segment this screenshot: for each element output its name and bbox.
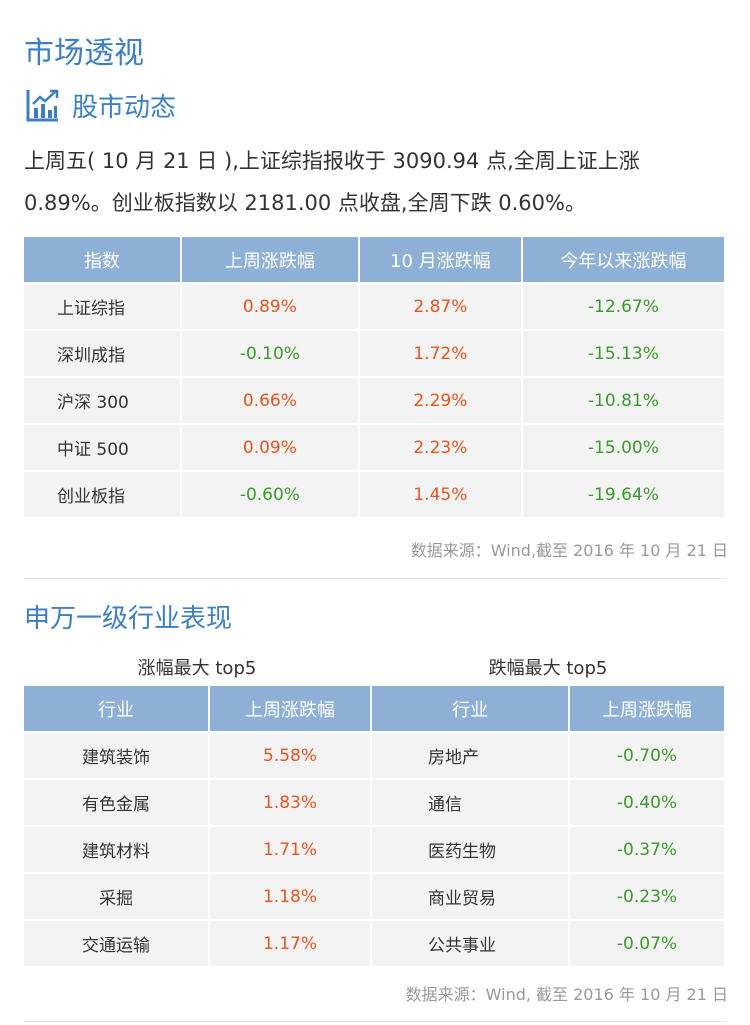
data-source-note: 数据来源：Wind,截至 2016 年 10 月 21 日 [410,541,728,560]
row-label: 公共事业 [372,921,568,966]
top-losers-header: 行业 上周涨跌幅 [372,686,724,731]
top-losers-table: 行业 上周涨跌幅 房地产 -0.70% 通信 -0.40% 医药生物 -0.37% 商业贸易 -… [370,684,726,968]
change-value: -0.70% [570,733,724,778]
industry-row: 商业贸易 -0.23% [372,874,724,919]
top-losers-body: 房地产 -0.70% 通信 -0.40% 医药生物 -0.37% 商业贸易 -0.23% 公共事… [372,733,724,966]
column-header: 行业 [24,686,208,731]
change-value: 2.23% [359,425,521,470]
row-label: 采掘 [24,874,208,919]
row-label: 建筑材料 [24,827,208,872]
row-label: 上证综指 [24,284,180,329]
change-value: 0.66% [181,378,358,423]
change-value: -0.23% [570,874,724,919]
change-value: -12.67% [522,284,724,329]
top-losers-caption: 跌幅最大 top5 [488,658,608,679]
change-value: -0.07% [570,921,724,966]
bar-chart-trend-icon [26,89,59,122]
industry-row: 建筑材料 1.71% [24,827,370,872]
column-header: 10 月涨跌幅 [359,237,521,282]
industry-row: 建筑装饰 5.58% [24,733,370,778]
change-value: 1.17% [210,921,370,966]
divider [24,1021,726,1022]
index-row: 中证 500 0.09% 2.23% -15.00% [24,425,724,470]
change-value: 0.09% [181,425,358,470]
industry-row: 交通运输 1.17% [24,921,370,966]
change-value: -0.60% [181,472,358,517]
index-row: 深圳成指 -0.10% 1.72% -15.13% [24,331,724,376]
column-header: 上周涨跌幅 [181,237,358,282]
market-summary: 上周五( 10 月 21 日 ),上证综指报收于 3090.94 点,全周上证上… [24,149,640,215]
change-value: -15.00% [522,425,724,470]
change-value: 1.18% [210,874,370,919]
industry-row: 房地产 -0.70% [372,733,724,778]
index-row: 上证综指 0.89% 2.87% -12.67% [24,284,724,329]
change-value: 1.71% [210,827,370,872]
page-title: 市场透视 [24,36,144,71]
top-gainers-body: 建筑装饰 5.58% 有色金属 1.83% 建筑材料 1.71% 采掘 1.18% 交通运输 1.… [24,733,370,966]
change-value: -0.37% [570,827,724,872]
row-label: 深圳成指 [24,331,180,376]
industry-row: 有色金属 1.83% [24,780,370,825]
industry-row: 公共事业 -0.07% [372,921,724,966]
index-table-header: 指数 上周涨跌幅 10 月涨跌幅 今年以来涨跌幅 [24,237,724,282]
row-label: 医药生物 [372,827,568,872]
row-label: 沪深 300 [24,378,180,423]
industry-row: 采掘 1.18% [24,874,370,919]
row-label: 中证 500 [24,425,180,470]
change-value: 1.45% [359,472,521,517]
row-label: 商业贸易 [372,874,568,919]
section-title-industry: 申万一级行业表现 [24,604,233,634]
change-value: -0.10% [181,331,358,376]
column-header: 上周涨跌幅 [570,686,724,731]
index-row: 沪深 300 0.66% 2.29% -10.81% [24,378,724,423]
data-source-note-industry: 数据来源：Wind, 截至 2016 年 10 月 21 日 [405,985,728,1004]
change-value: 1.72% [359,331,521,376]
row-label: 通信 [372,780,568,825]
index-table-body: 上证综指 0.89% 2.87% -12.67% 深圳成指 -0.10% 1.72% -15.… [24,284,724,517]
change-value: 5.58% [210,733,370,778]
change-value: 0.89% [181,284,358,329]
row-label: 建筑装饰 [24,733,208,778]
column-header: 上周涨跌幅 [210,686,370,731]
top-gainers-table: 行业 上周涨跌幅 建筑装饰 5.58% 有色金属 1.83% 建筑材料 1.71% 采掘 1.1… [22,684,372,968]
top-gainers-caption: 涨幅最大 top5 [137,658,257,679]
section-title-stock: 股市动态 [72,93,177,123]
row-label: 创业板指 [24,472,180,517]
index-table: 指数 上周涨跌幅 10 月涨跌幅 今年以来涨跌幅 上证综指 0.89% 2.87% -12.… [22,235,726,519]
divider [24,578,726,579]
row-label: 交通运输 [24,921,208,966]
change-value: 2.29% [359,378,521,423]
change-value: 2.87% [359,284,521,329]
index-row: 创业板指 -0.60% 1.45% -19.64% [24,472,724,517]
change-value: -0.40% [570,780,724,825]
column-header: 指数 [24,237,180,282]
change-value: -19.64% [522,472,724,517]
column-header: 今年以来涨跌幅 [522,237,724,282]
industry-row: 医药生物 -0.37% [372,827,724,872]
row-label: 房地产 [372,733,568,778]
change-value: -10.81% [522,378,724,423]
row-label: 有色金属 [24,780,208,825]
change-value: -15.13% [522,331,724,376]
top-gainers-header: 行业 上周涨跌幅 [24,686,370,731]
industry-row: 通信 -0.40% [372,780,724,825]
column-header: 行业 [372,686,568,731]
change-value: 1.83% [210,780,370,825]
